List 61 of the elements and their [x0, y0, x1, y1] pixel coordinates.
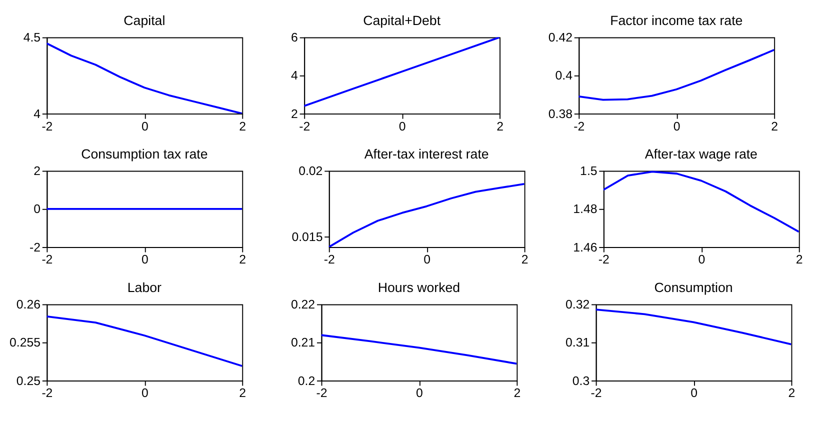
y-tick-label: -2: [30, 240, 41, 254]
chart-title: After-tax interest rate: [364, 146, 489, 162]
x-tick-label: 2: [239, 119, 246, 134]
y-tick-label: 0.21: [290, 336, 316, 350]
y-tick-label: 2: [291, 106, 298, 121]
x-tick-label: 0: [690, 386, 698, 400]
y-tick-label: 4.5: [23, 30, 41, 45]
x-tick-label: 2: [239, 252, 246, 267]
x-tick-label: 2: [239, 386, 246, 400]
y-tick-label: 0.015: [292, 230, 323, 244]
x-tick-label: 2: [496, 119, 504, 134]
x-tick-label: 0: [141, 119, 148, 134]
line-series: [304, 37, 500, 107]
y-tick-label: 2: [34, 164, 41, 178]
x-tick-label: -2: [324, 252, 335, 267]
x-tick-label: 2: [771, 119, 778, 134]
y-tick-label: 0.02: [298, 164, 323, 178]
x-tick-label: 0: [416, 386, 424, 400]
line-series: [578, 48, 774, 101]
x-tick-label: -2: [598, 252, 610, 267]
x-tick-label: 2: [514, 386, 521, 400]
y-tick-label: 0.22: [290, 298, 316, 312]
x-tick-label: 0: [141, 386, 148, 400]
y-tick-label: 1.48: [573, 202, 598, 216]
chart-title: Hours worked: [378, 280, 460, 295]
x-tick-label: 0: [424, 252, 431, 267]
x-tick-label: 2: [788, 386, 796, 400]
y-tick-label: 0.26: [16, 298, 41, 312]
line-series: [46, 315, 242, 367]
y-tick-label: 0.38: [548, 106, 573, 121]
y-tick-label: 4: [34, 106, 41, 121]
line-series: [328, 182, 524, 248]
chart-title: Capital+Debt: [363, 12, 441, 28]
chart-title: Capital: [124, 12, 166, 28]
y-tick-label: 0.32: [566, 298, 590, 312]
chart-title: Factor income tax rate: [610, 12, 743, 28]
x-tick-label: 2: [521, 252, 528, 267]
chart-title: Labor: [127, 280, 162, 295]
y-tick-label: 0.4: [555, 68, 573, 83]
y-tick-label: 6: [291, 30, 298, 45]
y-tick-label: 0.42: [548, 30, 573, 45]
chart-title: Consumption tax rate: [81, 146, 208, 162]
chart-title: Consumption: [654, 280, 733, 295]
line-series: [596, 308, 792, 346]
line-series: [321, 334, 517, 365]
x-tick-label: 0: [673, 119, 680, 134]
y-tick-label: 0.255: [10, 336, 41, 350]
x-tick-label: 0: [141, 252, 148, 267]
x-tick-label: 0: [398, 119, 406, 134]
y-tick-label: 4: [291, 68, 298, 83]
y-tick-label: 1.46: [573, 240, 598, 254]
y-tick-label: 0.25: [16, 374, 41, 388]
y-tick-label: 0.3: [572, 374, 590, 388]
y-tick-label: 0.31: [566, 336, 590, 350]
x-tick-label: 2: [796, 252, 803, 267]
y-tick-label: 0: [34, 202, 41, 216]
chart-title: After-tax wage rate: [644, 146, 758, 162]
y-tick-label: 0.2: [298, 374, 316, 388]
x-tick-label: 0: [698, 252, 706, 267]
y-tick-label: 1.5: [580, 164, 598, 178]
line-series: [603, 170, 799, 233]
